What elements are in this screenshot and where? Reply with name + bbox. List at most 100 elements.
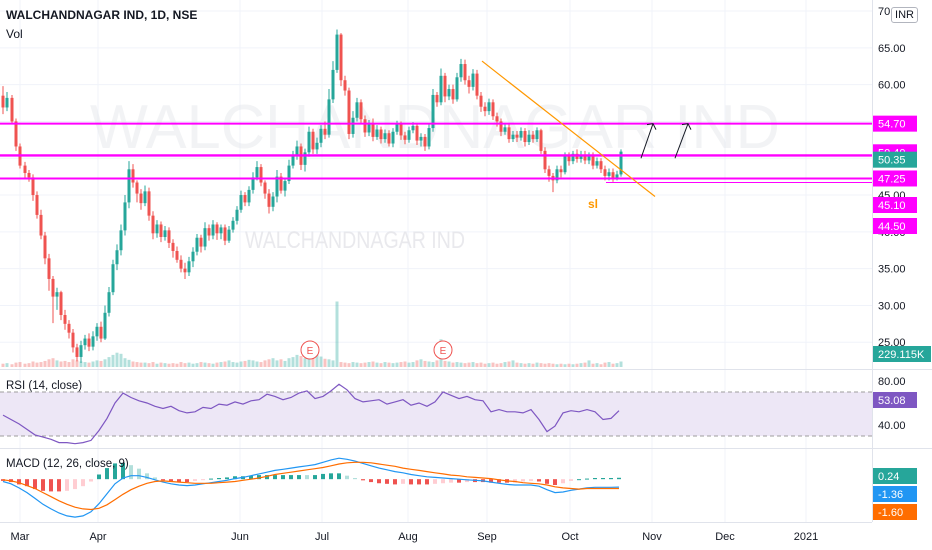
candle-body [14, 121, 18, 147]
volume-bar [59, 361, 63, 367]
macd-histogram-bar [385, 479, 389, 484]
candle-body [595, 161, 599, 166]
level-badge-bg [873, 170, 917, 187]
candle-body [359, 102, 363, 120]
symbol-title[interactable]: WALCHANDNAGAR IND, 1D, NSE [6, 8, 198, 22]
volume-bar [315, 353, 319, 367]
price-tick-label: 65.00 [878, 43, 906, 55]
macd-histogram-bar [457, 479, 461, 483]
volume-bar [483, 363, 487, 367]
level-badge-bg [873, 115, 917, 132]
candle-body [563, 155, 567, 173]
volume-bar [391, 363, 395, 367]
volume-bar [295, 354, 299, 367]
volume-bar [71, 359, 75, 367]
volume-bar [491, 362, 495, 367]
candle-body [403, 135, 407, 140]
stoploss-label[interactable]: sl [588, 197, 598, 211]
volume-bar [151, 362, 155, 367]
candle-body [251, 177, 255, 190]
candle-body [95, 326, 99, 337]
rsi-title[interactable]: RSI (14, close) [6, 380, 83, 392]
macd-histogram-bar [249, 475, 253, 480]
macd-histogram-bar [425, 479, 429, 485]
candle-body [143, 191, 147, 204]
volume-bar [371, 361, 375, 367]
volume-bar [123, 358, 127, 367]
volume-bar [351, 362, 355, 367]
macd-histogram-bar [313, 475, 317, 480]
candle-body [511, 134, 515, 140]
volume-bar [147, 363, 151, 367]
volume-bar [303, 358, 307, 367]
candle-body [75, 347, 79, 357]
volume-badge-bg [873, 346, 931, 362]
volume-bar [135, 362, 139, 367]
signal-line [2, 461, 619, 511]
time-tick-label: Apr [89, 531, 106, 543]
rsi-tick-label: 80.00 [878, 376, 906, 388]
price-badge-bg [873, 218, 917, 234]
candle-body [583, 154, 587, 161]
volume-bar [567, 363, 571, 367]
candle-body [303, 152, 307, 165]
candle-body [131, 169, 135, 183]
volume-bar [395, 362, 399, 367]
candle-body [539, 130, 543, 151]
currency-badge[interactable]: INR [891, 7, 918, 23]
volume-bar [14, 362, 18, 367]
candle-body [51, 278, 55, 297]
volume-bar [167, 363, 171, 367]
volume-label[interactable]: Vol [6, 27, 23, 41]
macd-histogram-bar [209, 478, 213, 480]
volume-bar [207, 363, 211, 367]
macd-histogram-bar [545, 479, 549, 484]
macd-histogram-bar [73, 479, 77, 490]
volume-bar [495, 363, 499, 367]
volume-bar [259, 362, 263, 367]
macd-histogram-bar [281, 475, 285, 480]
volume-bar [399, 362, 403, 367]
candle-body [83, 338, 87, 346]
volume-bar [343, 362, 347, 367]
volume-bar [283, 360, 287, 367]
macd-histogram-bar [193, 479, 197, 481]
candle-body [91, 336, 95, 347]
volume-bar [359, 363, 363, 367]
volume-bar [255, 361, 259, 367]
candle-body [547, 169, 551, 176]
candle-body [263, 182, 267, 194]
macd-histogram-bar [321, 473, 325, 480]
candle-body [179, 259, 183, 269]
candle-body [159, 224, 163, 237]
volume-bar [615, 363, 619, 367]
time-tick-label: 2021 [794, 531, 818, 543]
candle-body [383, 133, 387, 140]
candle-body [591, 155, 595, 166]
candle-body [603, 169, 607, 176]
volume-bar [131, 361, 135, 367]
volume-bar [367, 362, 371, 367]
volume-bar [507, 361, 511, 367]
candle-body [191, 251, 195, 262]
macd-histogram-bar [57, 479, 61, 492]
macd-histogram-bar [33, 479, 37, 490]
macd-histogram-bar [233, 476, 237, 480]
candle-body [35, 195, 39, 215]
time-tick-label: Jul [315, 531, 329, 543]
candle-body [27, 172, 31, 178]
candle-body [415, 125, 419, 141]
volume-bar [79, 361, 83, 367]
candle-body [483, 106, 487, 112]
macd-histogram-bar [441, 479, 445, 484]
volume-bar [327, 359, 331, 367]
volume-bar [175, 363, 179, 367]
macd-title[interactable]: MACD (12, 26, close, 9) [6, 458, 129, 470]
volume-bar [463, 363, 467, 367]
volume-bar [155, 363, 159, 367]
candle-body [435, 94, 439, 103]
candle-body [471, 73, 475, 87]
volume-bar [47, 359, 51, 367]
